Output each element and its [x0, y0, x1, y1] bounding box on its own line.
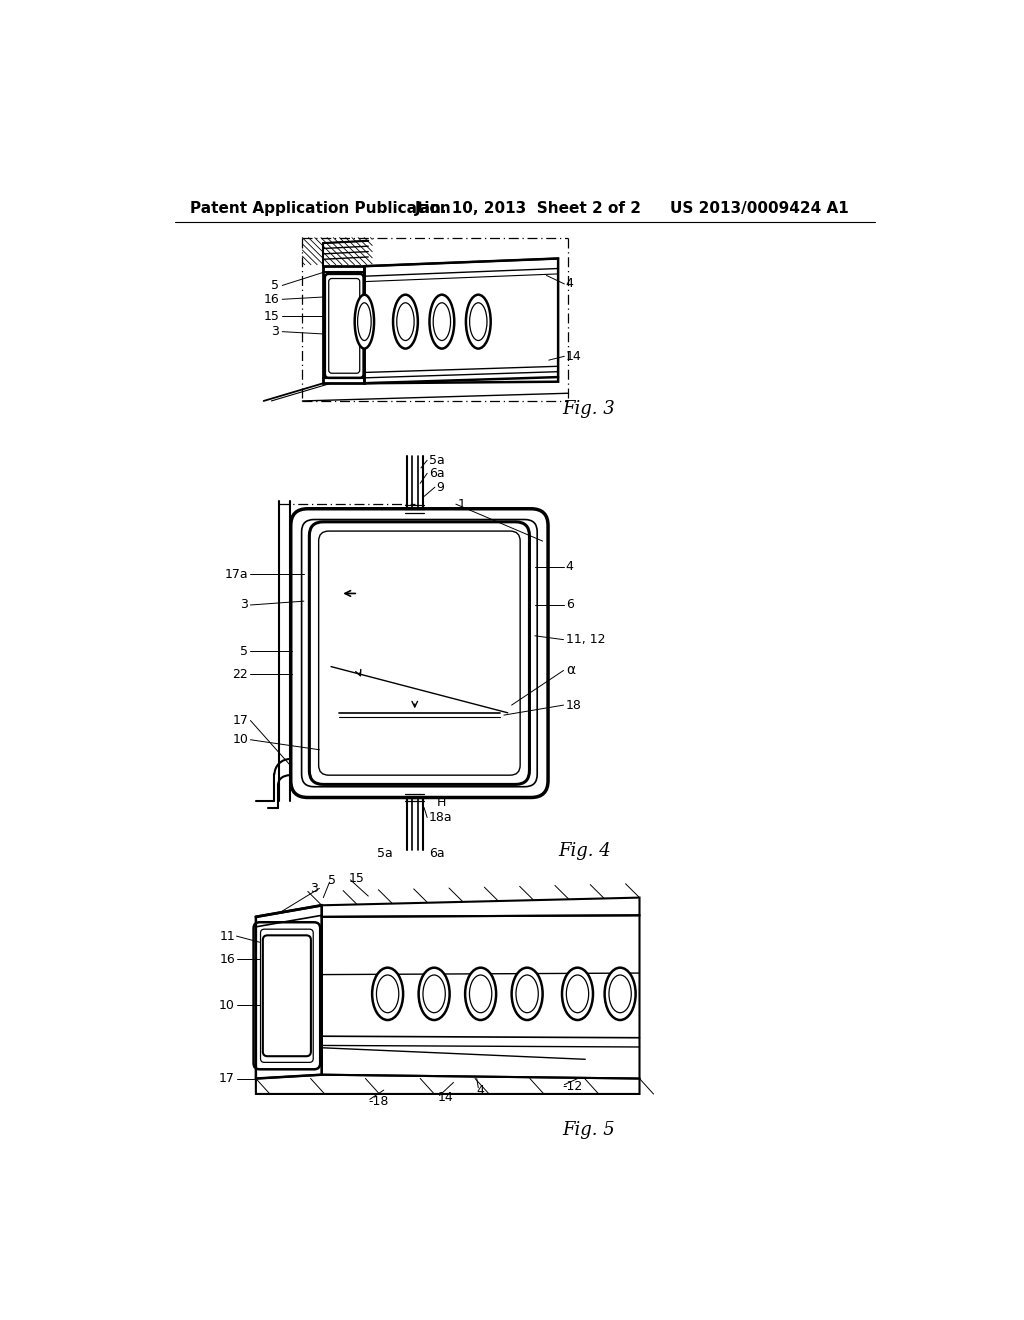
Text: α: α	[566, 664, 575, 677]
Text: 6a: 6a	[429, 847, 444, 861]
Ellipse shape	[429, 294, 455, 348]
Text: 18a: 18a	[429, 810, 453, 824]
Text: 15: 15	[349, 871, 365, 884]
Text: 5: 5	[328, 874, 336, 887]
Ellipse shape	[604, 968, 636, 1020]
Text: 17: 17	[232, 714, 248, 727]
Text: Jan. 10, 2013  Sheet 2 of 2: Jan. 10, 2013 Sheet 2 of 2	[415, 201, 642, 216]
Text: 11, 12: 11, 12	[566, 634, 605, 647]
Text: 4: 4	[566, 560, 573, 573]
Ellipse shape	[466, 294, 490, 348]
Text: -18: -18	[369, 1096, 389, 1109]
Text: 5: 5	[271, 279, 280, 292]
Text: 6: 6	[566, 598, 573, 611]
Text: US 2013/0009424 A1: US 2013/0009424 A1	[671, 201, 849, 216]
Text: 5: 5	[240, 644, 248, 657]
Text: 3: 3	[241, 598, 248, 611]
Ellipse shape	[419, 968, 450, 1020]
Text: Fig. 5: Fig. 5	[562, 1121, 614, 1139]
Text: 4: 4	[566, 277, 573, 290]
Text: 17: 17	[219, 1072, 234, 1085]
Ellipse shape	[562, 968, 593, 1020]
Text: Patent Application Publication: Patent Application Publication	[190, 201, 451, 216]
Text: Fig. 4: Fig. 4	[558, 842, 611, 861]
Text: 15: 15	[263, 310, 280, 323]
Text: 9: 9	[436, 480, 444, 494]
Text: 4: 4	[477, 1084, 484, 1097]
Text: 5a: 5a	[429, 454, 444, 467]
Text: -12: -12	[562, 1080, 583, 1093]
Text: 6a: 6a	[429, 467, 444, 480]
Ellipse shape	[512, 968, 543, 1020]
Text: 18: 18	[566, 698, 582, 711]
Text: 5a: 5a	[377, 847, 393, 861]
Text: 11: 11	[219, 929, 234, 942]
Text: Fig. 3: Fig. 3	[562, 400, 614, 417]
Ellipse shape	[354, 294, 374, 348]
Text: 14: 14	[438, 1092, 454, 1105]
Text: 1: 1	[458, 498, 465, 511]
Text: 10: 10	[219, 999, 234, 1012]
Text: 16: 16	[219, 953, 234, 966]
Text: H: H	[436, 796, 445, 809]
Text: 14: 14	[566, 350, 582, 363]
Text: 3: 3	[271, 325, 280, 338]
Text: 17a: 17a	[224, 568, 248, 581]
Ellipse shape	[372, 968, 403, 1020]
Ellipse shape	[465, 968, 496, 1020]
Text: 10: 10	[232, 733, 248, 746]
Text: 16: 16	[263, 293, 280, 306]
Text: 3: 3	[310, 882, 317, 895]
Text: 22: 22	[232, 668, 248, 681]
Ellipse shape	[393, 294, 418, 348]
